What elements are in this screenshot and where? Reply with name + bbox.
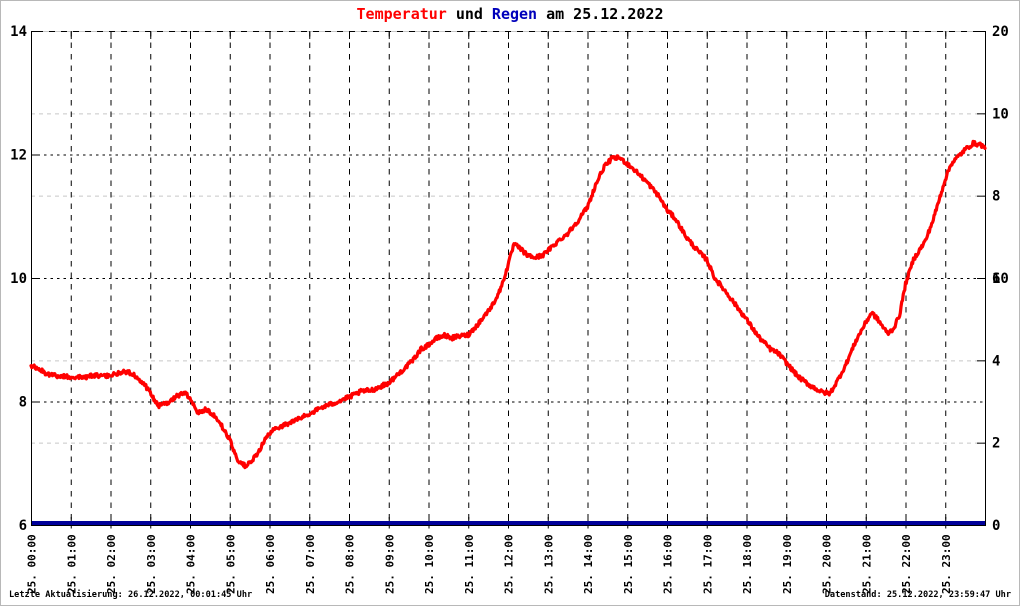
- temperature-line: [29, 139, 987, 470]
- svg-text:25. 03:00: 25. 03:00: [145, 534, 158, 594]
- svg-text:6: 6: [992, 271, 1000, 287]
- y-axis-left-labels: 14 12 10 8 6: [10, 24, 27, 534]
- svg-text:25. 09:00: 25. 09:00: [383, 534, 396, 594]
- x-axis-labels: 25. 00:00 25. 01:00 25. 02:00 25. 03:00 25. …: [26, 534, 953, 594]
- chart-title-date: am 25.12.2022: [546, 5, 664, 23]
- grid-vertical: [70, 31, 947, 525]
- svg-text:25. 13:00: 25. 13:00: [542, 534, 555, 594]
- svg-text:12: 12: [10, 148, 27, 164]
- chart-title-temperatur: Temperatur: [356, 5, 447, 23]
- y-axis-right-green-labels: 10 8 6 4 2: [992, 106, 1009, 451]
- data-status-text: Datenstand: 25.12.2022, 23:59:47 Uhr: [824, 590, 1011, 600]
- chart-title-und: und: [455, 5, 483, 23]
- last-update-text: Letzte Aktualisierung: 26.12.2022, 00:01…: [9, 590, 253, 600]
- svg-text:25. 23:00: 25. 23:00: [940, 534, 953, 594]
- chart-title-regen: Regen: [491, 5, 538, 23]
- svg-text:25. 04:00: 25. 04:00: [185, 534, 198, 594]
- svg-text:10: 10: [992, 106, 1009, 122]
- svg-text:20: 20: [992, 24, 1009, 40]
- svg-text:25. 06:00: 25. 06:00: [264, 534, 277, 594]
- axis-frame: [31, 31, 986, 526]
- svg-text:25. 08:00: 25. 08:00: [344, 534, 357, 594]
- svg-text:4: 4: [992, 353, 1000, 369]
- svg-text:25. 14:00: 25. 14:00: [582, 534, 595, 594]
- svg-text:25. 21:00: 25. 21:00: [860, 534, 873, 594]
- svg-text:8: 8: [992, 189, 1000, 205]
- svg-text:25. 10:00: 25. 10:00: [423, 534, 436, 594]
- svg-text:6: 6: [19, 518, 27, 534]
- svg-text:8: 8: [19, 395, 27, 411]
- svg-text:25. 18:00: 25. 18:00: [741, 534, 754, 594]
- svg-text:10: 10: [10, 271, 27, 287]
- svg-text:0: 0: [992, 518, 1000, 534]
- svg-text:25. 07:00: 25. 07:00: [304, 534, 317, 594]
- svg-text:25. 17:00: 25. 17:00: [701, 534, 714, 594]
- svg-text:25. 19:00: 25. 19:00: [781, 534, 794, 594]
- y-axis-right-labels: 20 10 0: [992, 24, 1009, 534]
- svg-text:25. 11:00: 25. 11:00: [463, 534, 476, 594]
- svg-text:25. 22:00: 25. 22:00: [900, 534, 913, 594]
- chart-title: Temperatur und Regen am 25.12.2022: [1, 5, 1019, 23]
- svg-text:25. 05:00: 25. 05:00: [224, 534, 237, 594]
- svg-text:25. 12:00: 25. 12:00: [503, 534, 516, 594]
- svg-text:25. 02:00: 25. 02:00: [105, 534, 118, 594]
- svg-text:25. 00:00: 25. 00:00: [26, 534, 39, 594]
- svg-text:25. 16:00: 25. 16:00: [662, 534, 675, 594]
- svg-text:10: 10: [992, 271, 1009, 287]
- svg-text:25. 01:00: 25. 01:00: [65, 534, 78, 594]
- axis-ticks: [31, 31, 985, 529]
- svg-text:2: 2: [992, 436, 1000, 452]
- svg-text:25. 15:00: 25. 15:00: [622, 534, 635, 594]
- svg-text:14: 14: [10, 24, 27, 40]
- svg-text:25. 20:00: 25. 20:00: [821, 534, 834, 594]
